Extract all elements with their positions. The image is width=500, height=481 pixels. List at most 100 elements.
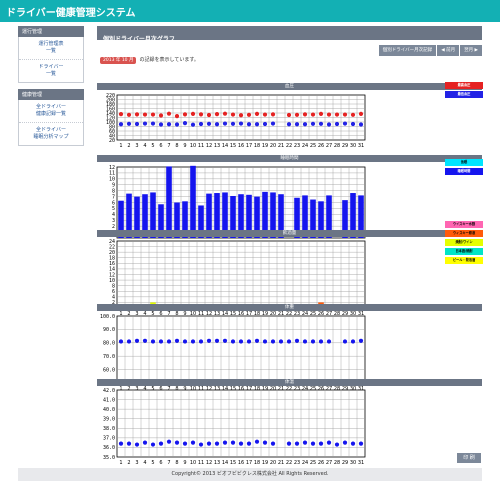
y-tick-label: 4 xyxy=(112,295,115,301)
next-month-button[interactable]: 翌月 ▶ xyxy=(460,45,482,56)
point-0-29 xyxy=(350,339,356,344)
y-tick-label: 39.0 xyxy=(103,417,115,423)
driver-record-button[interactable]: 個別ドライバー月次記録 xyxy=(378,45,437,56)
x-tick-label: 29 xyxy=(342,143,348,149)
point-0-18 xyxy=(262,112,268,117)
point-0-3 xyxy=(142,440,148,445)
point-0-27 xyxy=(334,112,340,117)
point-0-7 xyxy=(174,338,180,343)
x-tick-label: 12 xyxy=(206,386,212,392)
x-tick-label: 20 xyxy=(270,143,276,149)
x-tick-label: 2 xyxy=(127,311,130,317)
point-1-0 xyxy=(118,122,124,127)
x-tick-label: 5 xyxy=(151,143,154,149)
x-tick-label: 21 xyxy=(278,386,284,392)
bar-18 xyxy=(262,191,268,238)
point-1-6 xyxy=(166,122,172,127)
y-tick-label: 12 xyxy=(109,272,115,278)
point-0-28 xyxy=(342,112,348,117)
point-0-14 xyxy=(230,112,236,117)
point-1-13 xyxy=(222,121,228,126)
point-0-9 xyxy=(190,440,196,445)
x-tick-label: 2 xyxy=(127,460,130,466)
sidebar-item-health-records[interactable]: 全ドライバー 健康記録一覧 xyxy=(19,100,83,123)
point-0-1 xyxy=(126,339,132,344)
point-0-23 xyxy=(302,440,308,445)
x-tick-label: 8 xyxy=(175,386,178,392)
point-0-10 xyxy=(198,339,204,344)
print-button[interactable]: 印 刷 xyxy=(457,453,481,463)
bar-24 xyxy=(310,199,316,238)
point-0-4 xyxy=(150,442,156,447)
footer: Copyright© 2013 ビオフビビクレス株式会社 All Rights … xyxy=(18,468,482,481)
point-0-0 xyxy=(118,441,124,446)
sidebar-item-driver-list[interactable]: ドライバー 一覧 xyxy=(38,64,64,77)
x-tick-label: 1 xyxy=(119,460,122,466)
point-1-17 xyxy=(254,122,260,127)
point-0-14 xyxy=(230,339,236,344)
point-1-9 xyxy=(190,122,196,127)
x-tick-label: 11 xyxy=(198,143,204,149)
sidebar-box-health: 全ドライバー 健康記録一覧 全ドライバー 睡眠分析マップ xyxy=(18,100,84,146)
month-row: 2013 年 10 月の記録を表示しています。 xyxy=(100,57,199,64)
x-tick-label: 10 xyxy=(190,386,196,392)
y-tick-label: 24 xyxy=(109,239,115,245)
y-tick-label: 7 xyxy=(112,194,115,200)
point-0-15 xyxy=(238,441,244,446)
point-1-28 xyxy=(342,121,348,126)
x-tick-label: 16 xyxy=(238,386,244,392)
x-tick-label: 24 xyxy=(302,460,308,466)
point-0-3 xyxy=(142,338,148,343)
legend-item-2-3: 日本酒/焼酎 xyxy=(445,248,483,255)
point-1-4 xyxy=(150,121,156,126)
point-0-30 xyxy=(358,111,364,116)
point-0-3 xyxy=(142,112,148,117)
x-tick-label: 13 xyxy=(214,311,220,317)
legend-item-0-0: 最高血圧 xyxy=(445,82,483,89)
x-tick-label: 27 xyxy=(326,143,332,149)
month-badge: 2013 年 10 月 xyxy=(100,57,137,64)
point-0-7 xyxy=(174,440,180,445)
x-tick-label: 1 xyxy=(119,143,122,149)
x-tick-label: 20 xyxy=(270,311,276,317)
y-tick-label: 100 xyxy=(106,120,115,126)
prev-month-button[interactable]: ◀ 前月 xyxy=(437,45,460,56)
x-tick-label: 17 xyxy=(246,460,252,466)
app-title: ドライバー健康管理システム xyxy=(6,8,136,19)
sidebar-heading-health: 健康管理 xyxy=(18,89,84,100)
x-tick-label: 9 xyxy=(183,460,186,466)
x-tick-label: 10 xyxy=(190,460,196,466)
point-1-1 xyxy=(126,121,132,126)
x-tick-label: 28 xyxy=(334,143,340,149)
x-tick-label: 17 xyxy=(246,311,252,317)
bar-30 xyxy=(358,195,364,238)
x-tick-label: 15 xyxy=(230,143,236,149)
x-tick-label: 11 xyxy=(198,460,204,466)
point-0-10 xyxy=(198,442,204,447)
bar-28 xyxy=(342,200,348,238)
x-tick-label: 18 xyxy=(254,143,260,149)
point-0-23 xyxy=(302,112,308,117)
y-tick-label: 14 xyxy=(109,267,115,273)
x-tick-label: 9 xyxy=(183,143,186,149)
sidebar-item-sleep-map[interactable]: 全ドライバー 睡眠分析マップ xyxy=(33,127,69,140)
x-tick-label: 24 xyxy=(302,311,308,317)
x-tick-label: 16 xyxy=(238,311,244,317)
point-0-5 xyxy=(158,339,164,344)
point-0-21 xyxy=(286,112,292,118)
x-tick-label: 30 xyxy=(350,460,356,466)
x-tick-label: 9 xyxy=(183,311,186,317)
point-0-16 xyxy=(246,339,252,344)
x-tick-label: 3 xyxy=(135,386,138,392)
point-0-22 xyxy=(294,441,300,446)
sidebar-item-operation-list[interactable]: 運行管理表 一覧 xyxy=(19,37,83,60)
point-1-2 xyxy=(134,121,140,127)
y-tick-label: 5 xyxy=(112,206,115,212)
x-tick-label: 20 xyxy=(270,460,276,466)
point-0-12 xyxy=(214,441,220,446)
y-tick-label: 8 xyxy=(112,188,115,194)
x-tick-label: 16 xyxy=(238,143,244,149)
x-tick-label: 7 xyxy=(167,460,170,466)
x-tick-label: 27 xyxy=(326,460,332,466)
bar-14 xyxy=(230,195,236,238)
